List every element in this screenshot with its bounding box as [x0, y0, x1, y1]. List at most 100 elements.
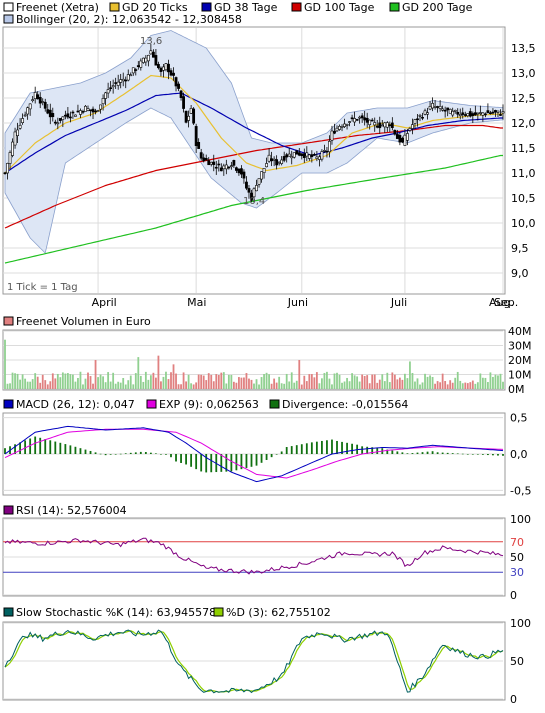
candle-body — [290, 156, 294, 159]
divergence-bar — [376, 447, 379, 454]
candle-body — [18, 124, 22, 129]
volume-bar — [419, 384, 421, 389]
divergence-bar — [366, 446, 369, 454]
divergence-bar — [305, 443, 308, 454]
candle-body — [224, 164, 228, 170]
price-axis: 13,5 13,0 12,5 12,0 11,5 11,0 10,5 10,0 9,5 9,0 — [511, 42, 536, 280]
divergence-bar — [331, 439, 333, 454]
candle-body — [141, 57, 145, 63]
candle-body — [305, 152, 309, 157]
volume-legend: Freenet Volumen in Euro — [16, 315, 151, 328]
candle-body — [219, 167, 223, 172]
candle-body — [84, 105, 87, 112]
legend-swatch-exp — [146, 399, 157, 409]
macd-legend-divergence: Divergence: -0,015564 — [282, 398, 408, 411]
month-axis: April Mai Juni Juli Aug.Sep. — [92, 296, 519, 309]
divergence-bar — [165, 454, 167, 455]
candle-body — [134, 69, 138, 71]
candle-body — [267, 154, 271, 162]
volume-bar — [129, 375, 132, 389]
divergence-bar — [436, 452, 439, 454]
volume-bar — [215, 374, 218, 389]
divergence-bar — [446, 452, 449, 454]
candle-body — [232, 160, 236, 166]
candle-body — [360, 115, 364, 119]
candle-body — [26, 107, 30, 115]
volume-bar — [441, 373, 444, 389]
volume-bar — [388, 382, 391, 389]
divergence-bar — [74, 446, 77, 454]
month-label: Juni — [287, 296, 308, 309]
divergence-bar — [411, 453, 414, 454]
volume-bar — [74, 381, 77, 389]
candle-body — [400, 137, 404, 143]
stoch-legend-k: Slow Stochastic %K (14): 63,945578 — [16, 606, 216, 619]
month-label: Aug. — [489, 296, 514, 309]
volume-bar — [177, 384, 180, 389]
candle-body — [383, 122, 387, 128]
volume-bar — [489, 372, 492, 389]
candle-body — [421, 116, 424, 119]
divergence-bar — [230, 454, 233, 472]
candle-body — [423, 110, 427, 115]
candle-body — [280, 159, 284, 164]
volume-bar — [29, 381, 32, 389]
volume-bar — [476, 382, 479, 389]
volume-bar — [328, 378, 331, 389]
divergence-bar — [255, 454, 258, 466]
volume-bar — [182, 372, 185, 389]
volume-bar — [348, 381, 351, 389]
volume-bar — [49, 381, 52, 389]
candle-body — [443, 109, 447, 112]
candle-body — [345, 124, 349, 126]
candle-body — [453, 109, 457, 112]
divergence-bar — [295, 445, 298, 454]
candle-body — [174, 77, 178, 87]
main-legend: Freenet (Xetra) GD 20 Ticks GD 38 Tage G… — [3, 1, 473, 26]
candle-body — [481, 112, 485, 116]
volume-bar — [137, 357, 140, 389]
volume-bar — [411, 372, 414, 389]
divergence-bar — [44, 439, 47, 454]
candle-body — [214, 166, 218, 169]
legend-label-gd200: GD 200 Tage — [402, 1, 473, 14]
divergence-bar — [175, 454, 177, 462]
volume-bar — [109, 381, 112, 389]
candle-body — [3, 172, 7, 174]
candle-body — [245, 181, 248, 189]
candle-body — [320, 151, 324, 160]
divergence-bar — [155, 453, 157, 454]
volume-bar — [280, 383, 283, 389]
volume-bar — [466, 383, 469, 389]
candle-body — [350, 117, 354, 120]
divergence-bar — [270, 454, 273, 458]
volume-bar — [333, 373, 336, 389]
candle-body — [146, 54, 150, 62]
divergence-bar — [119, 453, 122, 455]
divergence-bar — [205, 454, 208, 473]
candle-body — [197, 142, 201, 149]
candle-body — [8, 152, 12, 164]
divergence-bar — [109, 454, 112, 455]
divergence-bar — [361, 446, 364, 454]
macd-legend-exp: EXP (9): 0,062563 — [159, 398, 259, 411]
volume-bar — [288, 381, 291, 389]
candle-body — [270, 158, 274, 162]
legend-swatch-divergence — [269, 399, 280, 409]
volume-bar — [36, 376, 39, 389]
volume-bar — [469, 382, 472, 389]
volume-bar — [134, 373, 137, 389]
divergence-bar — [180, 454, 182, 463]
candle-body — [6, 163, 9, 174]
candle-body — [260, 171, 263, 180]
divergence-bar — [170, 454, 172, 458]
macd-legend-macd: MACD (26, 12): 0,047 — [16, 398, 135, 411]
volume-bar — [66, 373, 69, 389]
volume-bar — [230, 374, 233, 389]
candle-body — [13, 131, 17, 146]
candle-body — [385, 122, 389, 128]
volume-bar — [414, 381, 416, 389]
candle-body — [172, 72, 175, 76]
candle-body — [262, 168, 266, 174]
